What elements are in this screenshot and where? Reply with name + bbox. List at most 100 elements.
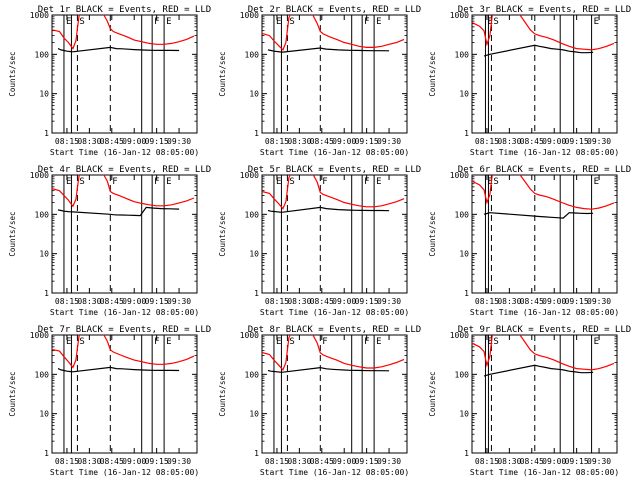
x-tick-label: 09:30 — [167, 297, 191, 306]
event-marker-label: E — [66, 17, 71, 27]
y-tick-label: 10 — [249, 410, 259, 419]
x-tick-label: 08:45 — [310, 137, 334, 146]
x-tick-label: 09:00 — [542, 297, 566, 306]
y-tick-label: 10 — [459, 90, 469, 99]
x-tick-label: 08:45 — [100, 457, 124, 466]
x-tick-label: 09:30 — [167, 457, 191, 466]
y-tick-label: 100 — [455, 50, 470, 59]
x-axis-label: Start Time (16-Jan-12 08:05:00) — [260, 468, 409, 477]
detector-panel: Det 8r BLACK = Events, RED = LLD Counts/s… — [218, 325, 421, 477]
series-line-black — [57, 46, 180, 53]
y-tick-label: 100 — [455, 370, 470, 379]
x-tick-label: 08:15 — [475, 137, 499, 146]
event-marker-label: E — [487, 177, 492, 187]
plot-frame — [51, 174, 198, 294]
plot-frame — [261, 14, 408, 134]
event-marker-label: S — [79, 177, 84, 187]
y-tick-label: 100 — [245, 370, 260, 379]
event-marker-label: F — [154, 17, 159, 27]
y-tick-label: 1 — [464, 449, 469, 458]
plot-title: Det 4r BLACK = Events, RED = LLD — [38, 165, 211, 175]
x-tick-label: 08:15 — [265, 137, 289, 146]
plot-frame — [471, 14, 618, 134]
x-tick-label: 08:30 — [497, 297, 521, 306]
plot-frame — [51, 334, 198, 454]
event-marker-label: E — [276, 17, 281, 27]
series-line-red — [52, 335, 195, 369]
x-tick-label: 08:30 — [77, 297, 101, 306]
x-tick-label: 09:30 — [587, 297, 611, 306]
x-tick-label: 08:45 — [100, 137, 124, 146]
y-tick-label: 10 — [249, 250, 259, 259]
series-line-black — [267, 47, 390, 53]
detector-panel: Det 6r BLACK = Events, RED = LLD Counts/s… — [428, 165, 631, 317]
y-tick-label: 1 — [254, 129, 259, 138]
x-tick-label: 08:30 — [497, 457, 521, 466]
y-tick-label: 1000 — [30, 11, 49, 20]
x-tick-label: 08:30 — [77, 137, 101, 146]
y-tick-label: 100 — [35, 50, 50, 59]
y-tick-label: 1000 — [240, 11, 259, 20]
x-tick-label: 08:15 — [475, 297, 499, 306]
x-tick-label: 08:45 — [520, 297, 544, 306]
y-axis-label: Counts/sec — [8, 371, 17, 416]
detector-panel: Det 9r BLACK = Events, RED = LLD Counts/s… — [428, 325, 631, 477]
series-line-red — [262, 175, 405, 210]
y-axis-label: Counts/sec — [218, 371, 227, 416]
event-marker-label: E — [487, 337, 492, 347]
series-line-black — [483, 364, 594, 377]
x-axis-label: Start Time (16-Jan-12 08:05:00) — [50, 468, 199, 477]
event-marker-label: S — [79, 337, 84, 347]
x-tick-label: 08:15 — [475, 457, 499, 466]
x-tick-label: 09:15 — [565, 297, 589, 306]
y-tick-label: 10 — [39, 90, 49, 99]
y-tick-label: 1000 — [240, 171, 259, 180]
x-tick-label: 09:15 — [355, 457, 379, 466]
x-axis-label: Start Time (16-Jan-12 08:05:00) — [470, 468, 619, 477]
event-marker-label: E — [376, 17, 381, 27]
event-marker-label: S — [493, 17, 498, 27]
y-axis-label: Counts/sec — [8, 211, 17, 256]
series-line-red — [262, 15, 405, 51]
y-tick-label: 1 — [44, 449, 49, 458]
x-tick-label: 09:00 — [542, 457, 566, 466]
event-marker-label: E — [594, 337, 599, 347]
y-axis-label: Counts/sec — [428, 211, 437, 256]
series-line-red — [472, 15, 615, 51]
event-marker-label: S — [493, 337, 498, 347]
plot-frame — [51, 14, 198, 134]
x-tick-label: 08:15 — [55, 137, 79, 146]
event-marker-label: S — [289, 177, 294, 187]
event-marker-label: E — [276, 177, 281, 187]
y-axis-label: Counts/sec — [218, 211, 227, 256]
event-marker-label: F — [154, 337, 159, 347]
y-axis-label: Counts/sec — [428, 51, 437, 96]
x-tick-label: 08:30 — [497, 137, 521, 146]
event-marker-label: S — [289, 337, 294, 347]
x-tick-label: 09:15 — [145, 297, 169, 306]
x-tick-label: 08:15 — [55, 297, 79, 306]
x-tick-label: 09:30 — [377, 137, 401, 146]
x-axis-label: Start Time (16-Jan-12 08:05:00) — [50, 308, 199, 317]
y-tick-label: 10 — [39, 410, 49, 419]
y-tick-label: 1000 — [450, 171, 469, 180]
x-tick-label: 09:30 — [167, 137, 191, 146]
y-tick-label: 1 — [254, 449, 259, 458]
detector-panel: Det 3r BLACK = Events, RED = LLD Counts/s… — [428, 5, 631, 157]
event-marker-label: E — [66, 337, 71, 347]
event-marker-label: E — [594, 17, 599, 27]
plot-title: Det 2r BLACK = Events, RED = LLD — [248, 5, 421, 15]
x-tick-label: 09:15 — [145, 137, 169, 146]
event-marker-label: F — [322, 177, 327, 187]
series-line-black — [483, 44, 594, 57]
plot-title: Det 8r BLACK = Events, RED = LLD — [248, 325, 421, 335]
event-marker-label: F — [112, 177, 117, 187]
y-tick-label: 100 — [245, 50, 260, 59]
y-tick-label: 1000 — [450, 11, 469, 20]
